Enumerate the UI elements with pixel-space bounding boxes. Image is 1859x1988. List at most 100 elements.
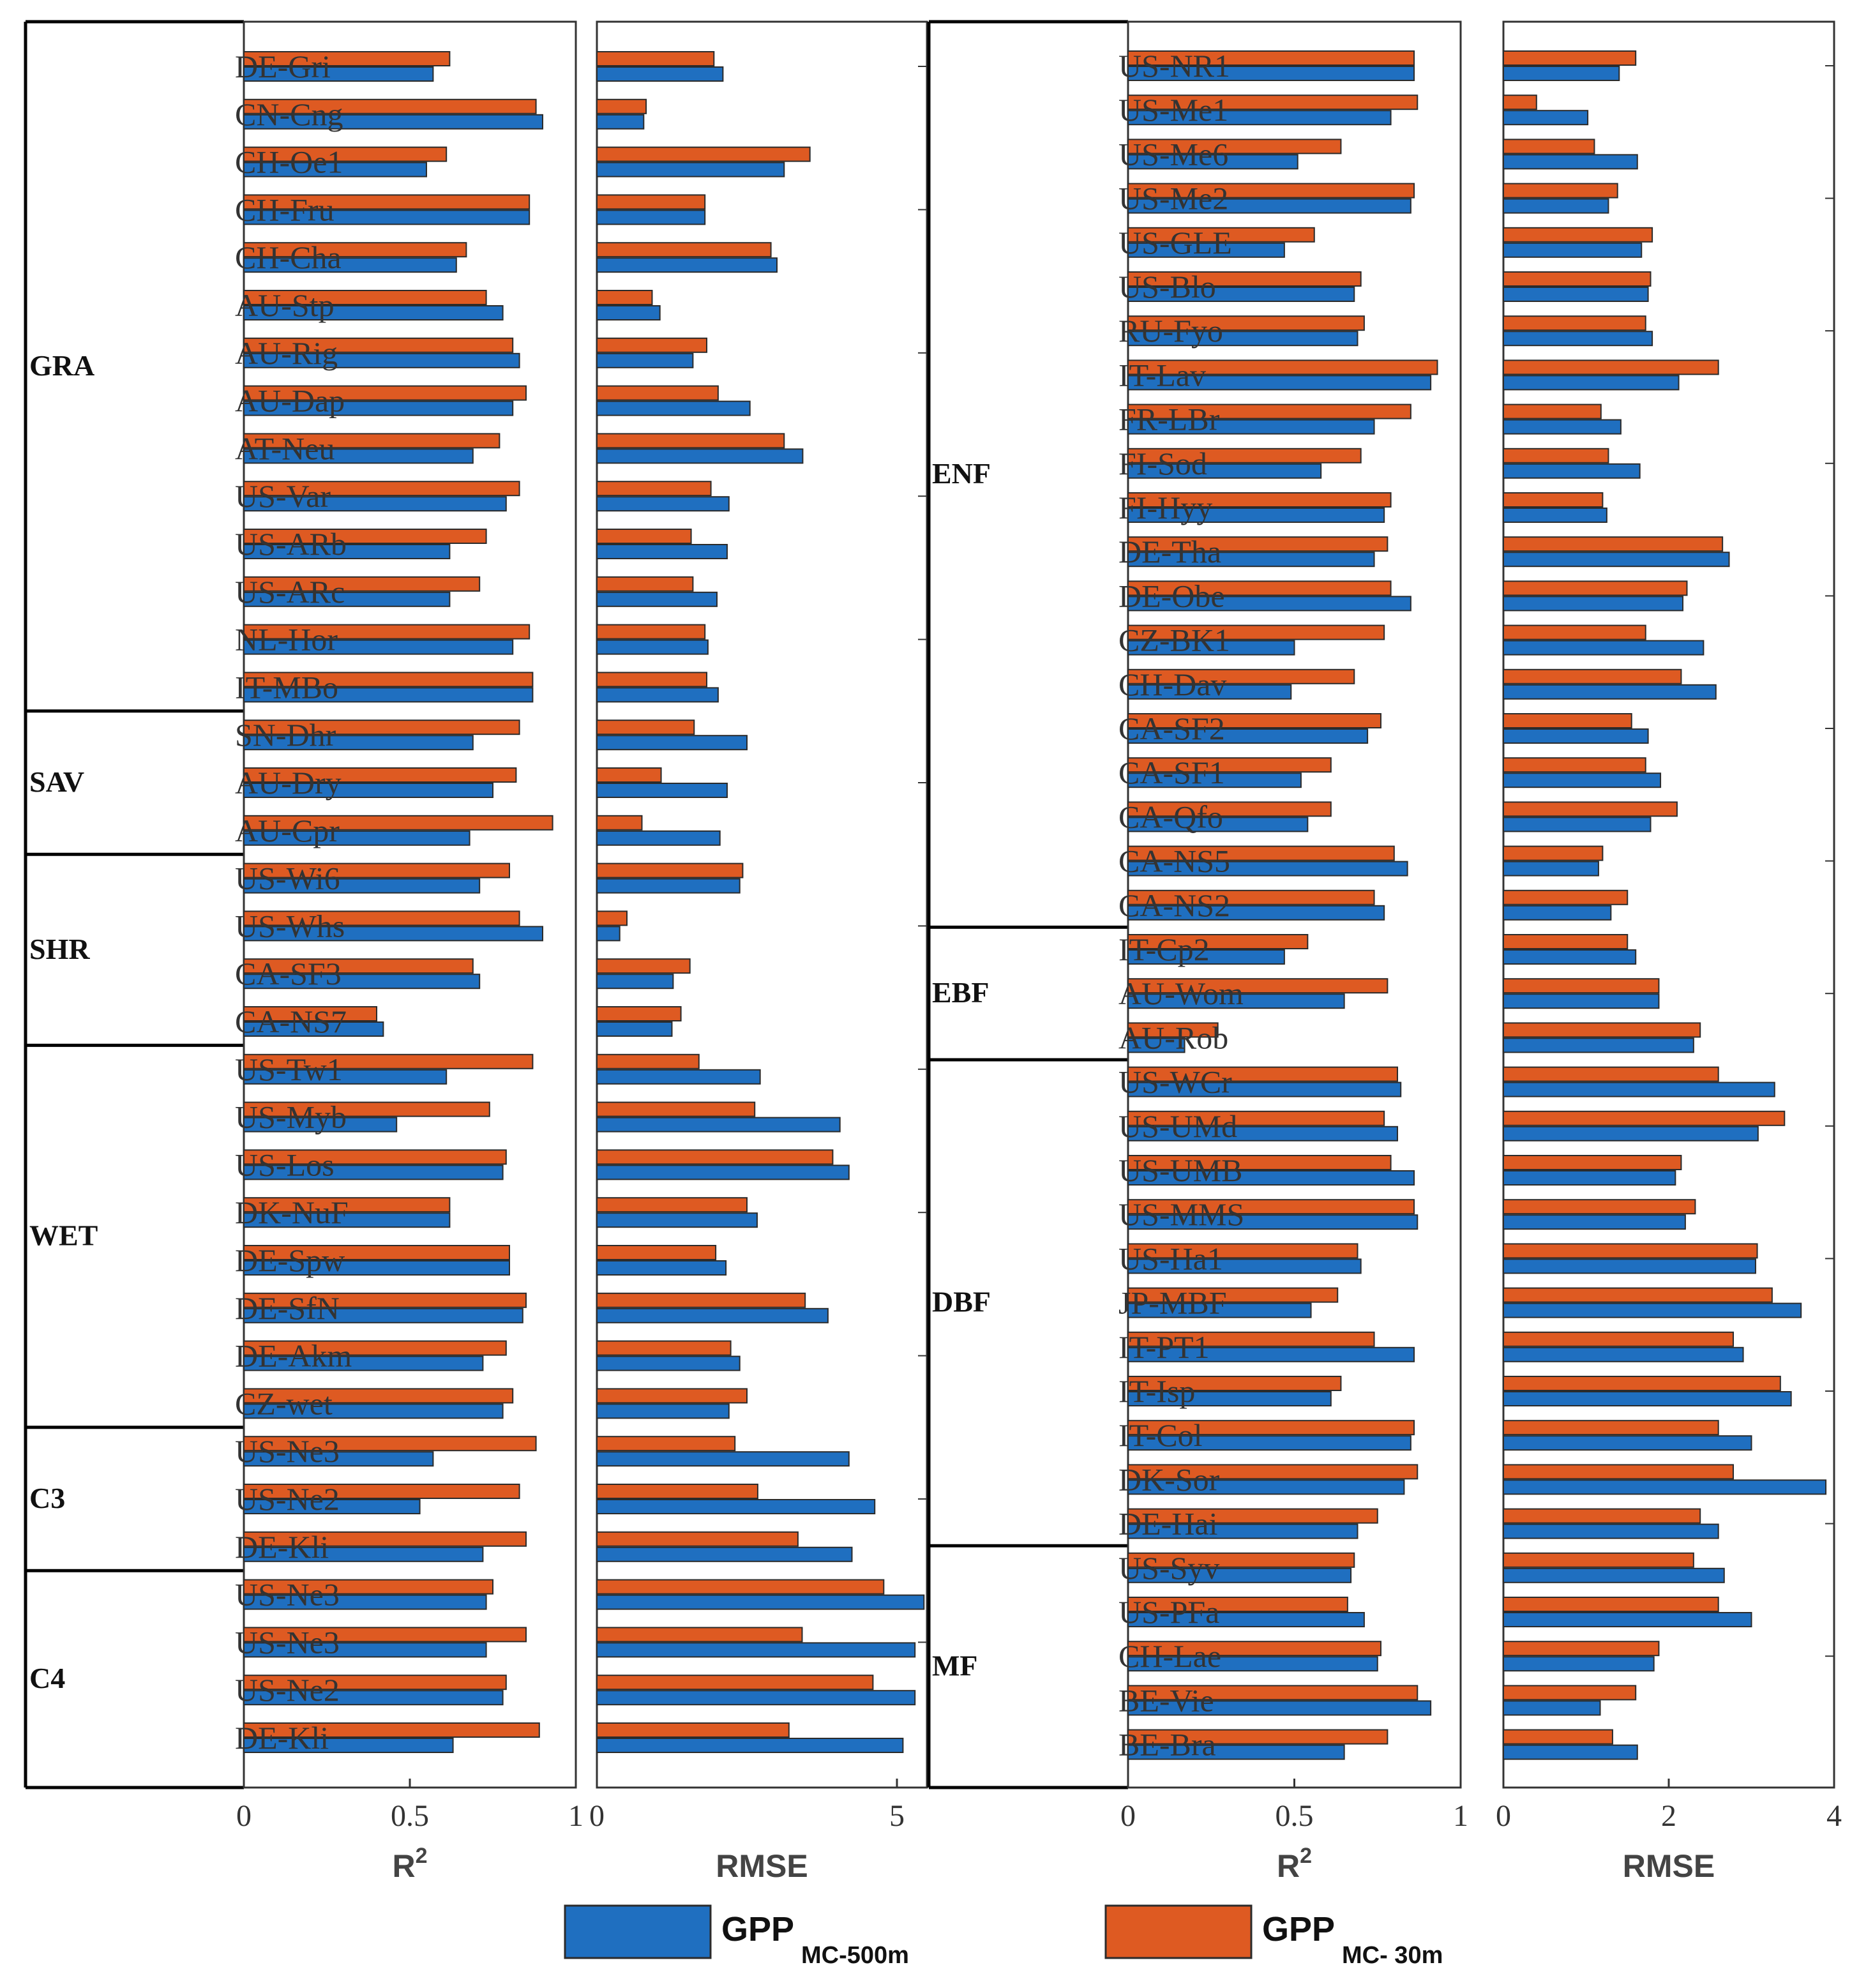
r2-bar-mc500m (243, 926, 543, 942)
site-label: US-Ne3 (235, 1624, 340, 1660)
site-label: DE-Obe (1118, 578, 1225, 614)
r2-bar-mc30m (1127, 403, 1411, 419)
r2-bar-mc30m (243, 910, 520, 926)
r2-bar-mc500m (243, 66, 434, 82)
rmse-bar-mc30m (1503, 492, 1604, 508)
rmse-bar-mc500m (596, 1260, 727, 1276)
rmse-bar-mc30m (1503, 1199, 1696, 1215)
rmse-bar-mc500m (1503, 1126, 1759, 1141)
rmse-bar-mc500m (596, 1738, 904, 1753)
site-label: CA-Qfo (1118, 799, 1223, 834)
r2-bar-mc30m (243, 1197, 451, 1213)
r2-bar-mc500m (1127, 1302, 1312, 1318)
site-label: DE-Hai (1118, 1506, 1218, 1542)
rmse-bar-mc500m (1503, 1170, 1676, 1186)
rmse-bar-mc30m (1503, 536, 1724, 552)
r2-bar-mc500m (1127, 993, 1345, 1009)
legend-label-subscript: MC- 30m (1342, 1942, 1443, 1969)
r2-bar-mc30m (243, 719, 520, 735)
r2-bar-mc30m (1127, 1685, 1419, 1701)
r2-bar-mc500m (243, 1403, 504, 1419)
right-group-frame (927, 20, 1128, 1789)
r2-bar-mc500m (243, 878, 481, 894)
r2-bar-mc30m (1127, 934, 1309, 949)
rmse-bar-mc500m (1503, 1258, 1756, 1274)
rmse-bar-mc500m (1503, 375, 1680, 391)
x-tick-label: 2 (1661, 1799, 1676, 1833)
site-label: DE-Gri (235, 49, 331, 84)
rmse-bar-mc500m (1503, 1037, 1694, 1053)
rmse-bar-mc30m (596, 576, 694, 592)
site-label: US-Wi6 (235, 861, 340, 896)
r2-bar-mc500m (243, 1212, 451, 1228)
legend-swatch (1104, 1904, 1253, 1959)
r2-bar-mc500m (1127, 1567, 1352, 1583)
r2-bar-mc30m (243, 1388, 514, 1404)
site-label: RU-Fyo (1118, 313, 1223, 349)
site-label: US-Ne3 (235, 1433, 340, 1469)
rmse-bar-mc30m (1503, 139, 1595, 154)
r2-bar-mc500m (1127, 110, 1392, 126)
site-label: DE-Tha (1118, 534, 1221, 569)
site-label: CH-Cha (235, 239, 342, 275)
r2-bar-mc500m (243, 1594, 487, 1610)
x-tick-label: 4 (1826, 1799, 1842, 1833)
r2-bar-mc500m (1127, 596, 1411, 612)
r2-bar-mc30m (1127, 50, 1415, 66)
r2-bar-mc500m (243, 1021, 384, 1037)
r2-bar-mc500m (1127, 1214, 1419, 1230)
rmse-bar-mc30m (1503, 889, 1629, 905)
rmse-bar-mc30m (1503, 845, 1604, 861)
r2-bar-mc500m (243, 1690, 504, 1706)
site-label: DE-SfN (235, 1290, 340, 1326)
rmse-bar-mc500m (596, 352, 694, 368)
r2-bar-mc30m (1127, 1420, 1415, 1436)
rmse-bar-mc500m (1503, 1302, 1802, 1318)
site-label: FR-LBr (1118, 402, 1220, 437)
rmse-bar-mc500m (1503, 817, 1652, 832)
rmse-bar-mc30m (596, 1149, 834, 1165)
r2-bar-mc30m (243, 1149, 507, 1165)
rmse-bar-mc30m (596, 958, 691, 974)
r2-bar-mc500m (243, 830, 470, 846)
r2-bar-mc30m (243, 51, 451, 66)
r2-bar-mc30m (1127, 139, 1342, 154)
rmse-bar-mc500m (596, 974, 674, 990)
site-label: BE-Vie (1118, 1682, 1214, 1718)
site-label: IT-Col (1118, 1417, 1203, 1453)
r2-bar-mc30m (243, 242, 467, 258)
site-label: US-NR1 (1118, 48, 1230, 84)
r2-bar-mc30m (1127, 1287, 1339, 1303)
r2-bar-mc500m (243, 1164, 504, 1180)
rmse-bar-mc30m (1503, 934, 1629, 949)
rmse-bar-mc500m (1503, 242, 1643, 258)
rmse-bar-mc500m (1503, 1523, 1719, 1539)
rmse-bar-mc500m (596, 1594, 925, 1610)
r2-bar-mc30m (243, 337, 514, 353)
rmse-bar-mc30m (596, 98, 647, 114)
site-label: DE-Kli (235, 1529, 329, 1565)
rmse-bar-mc30m (1503, 713, 1632, 728)
rmse-bar-mc30m (1503, 1110, 1786, 1126)
r2-bar-mc30m (1127, 757, 1332, 773)
site-label: AT-Neu (235, 430, 335, 466)
site-label: SN-Dhr (235, 717, 336, 753)
r2-bar-mc500m (243, 639, 514, 655)
rmse-bar-mc30m (1503, 359, 1719, 375)
site-label: AU-Cpr (235, 813, 340, 848)
rmse-bar-mc500m (596, 496, 730, 512)
site-label: US-Blo (1118, 269, 1216, 305)
r2-bar-mc500m (1127, 331, 1358, 347)
r2-bar-mc30m (243, 98, 537, 114)
rmse-bar-mc500m (1503, 905, 1612, 921)
r2-bar-mc500m (1127, 287, 1355, 302)
group-label-sav: SAV (29, 765, 84, 798)
site-label: US-Los (235, 1147, 335, 1182)
rmse-bar-mc30m (1503, 1729, 1613, 1745)
r2-bar-mc500m (1127, 1170, 1415, 1186)
r2-bar-mc500m (1127, 1744, 1345, 1760)
site-label: US-ARc (235, 574, 345, 610)
r2-bar-mc500m (1127, 375, 1432, 391)
x-tick-label: 0 (1120, 1799, 1136, 1833)
group-label-c3: C3 (29, 1482, 65, 1514)
